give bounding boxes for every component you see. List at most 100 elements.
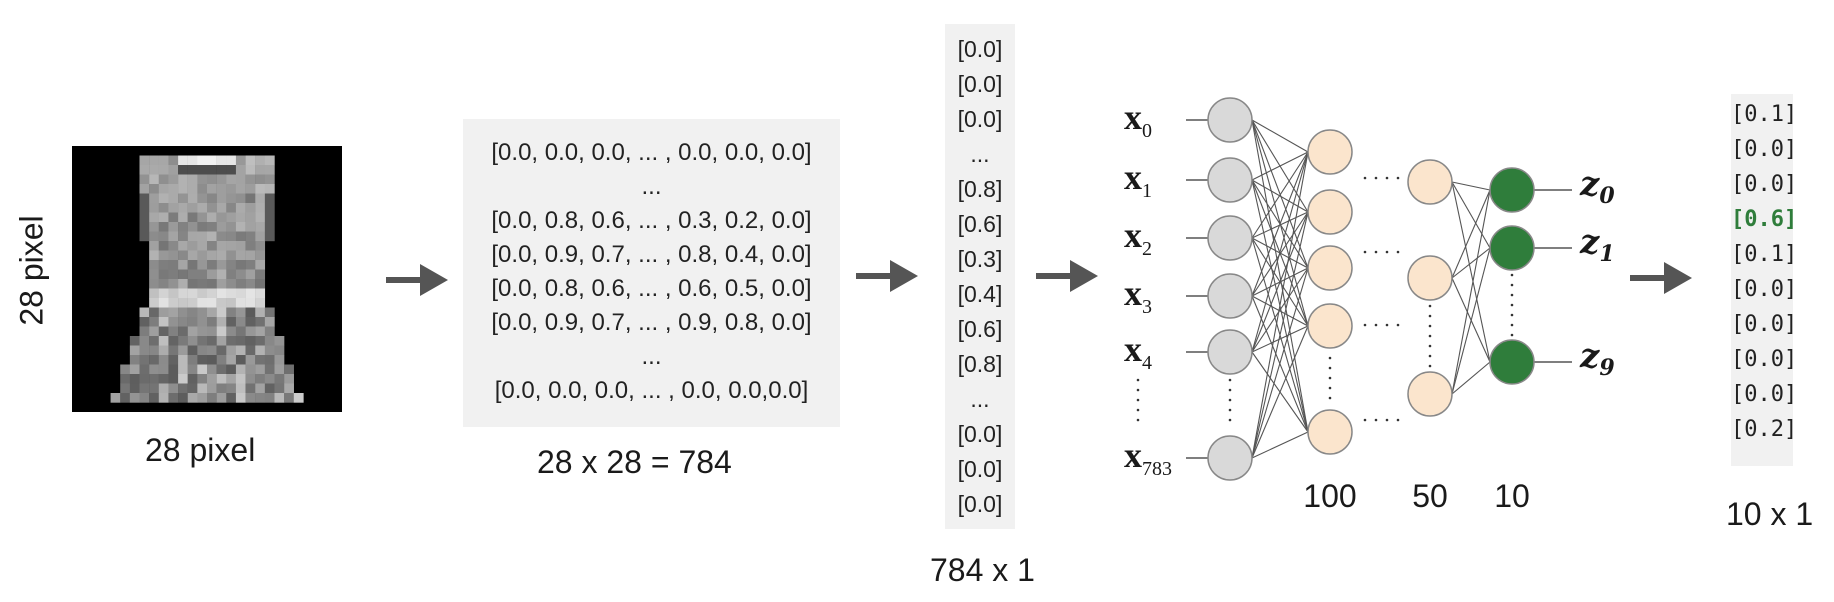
output-caption: 10 x 1 (1726, 496, 1814, 532)
vector-entry: [0.0] (957, 421, 1003, 447)
matrix-row: [0.0, 0.9, 0.7, ... , 0.9, 0.8, 0.0] (491, 309, 812, 336)
ellipsis-dot (1428, 304, 1432, 308)
ellipsis-dot (1374, 250, 1378, 254)
ellipsis-dot (1385, 176, 1389, 180)
hidden-node (1307, 409, 1353, 455)
output-entry: [0.0] (1731, 172, 1798, 197)
ellipsis-row: ... (641, 173, 662, 200)
connection-edge (1251, 431, 1309, 459)
ellipsis-dot (1385, 250, 1389, 254)
ellipsis-dot (1363, 250, 1367, 254)
ellipsis-dot (1328, 356, 1332, 360)
connection-edge (1451, 247, 1491, 395)
connection-edge (1251, 325, 1309, 353)
input-node (1207, 329, 1253, 375)
matrix-caption: 28 x 28 = 784 (537, 444, 732, 480)
connection-edge (1251, 211, 1309, 459)
arrow-right-icon (1036, 258, 1100, 294)
ellipsis-dot (1510, 333, 1514, 337)
input-node (1207, 97, 1253, 143)
input-node (1207, 435, 1253, 481)
ellipsis-dot (1510, 323, 1514, 327)
connection-edge (1451, 181, 1491, 363)
output-label: z1 (1580, 222, 1615, 267)
arrow-right-icon (386, 262, 450, 298)
connection-edge (1251, 151, 1309, 297)
ellipsis-dot (1385, 323, 1389, 327)
ellipsis-dot (1428, 354, 1432, 358)
hidden-node (1307, 303, 1353, 349)
ellipsis-dot (1510, 273, 1514, 277)
connection-edge (1251, 151, 1309, 353)
ellipsis-dot (1510, 283, 1514, 287)
connection-edge (1251, 295, 1309, 327)
image-width-label: 28 pixel (145, 432, 256, 468)
pixel-matrix: [0.0, 0.0, 0.0, ... , 0.0, 0.0, 0.0]... [… (463, 119, 840, 427)
ellipsis-dot (1510, 313, 1514, 317)
ellipsis-dot (1396, 418, 1400, 422)
hidden-node (1407, 371, 1453, 417)
ellipsis-dot (1328, 396, 1332, 400)
arrow-right-icon (856, 258, 920, 294)
output-entry: [0.1] (1731, 242, 1798, 267)
network-graph (1136, 97, 1572, 481)
connection-edge (1251, 267, 1309, 353)
ellipsis-dot (1328, 366, 1332, 370)
connection-edge (1251, 267, 1309, 459)
ellipsis-dot (1396, 250, 1400, 254)
vector-entry: [0.8] (957, 176, 1003, 202)
vector-entry: [0.6] (957, 316, 1003, 342)
output-node (1489, 167, 1535, 213)
ellipsis-dot (1428, 314, 1432, 318)
output-entry: [0.0] (1731, 347, 1798, 372)
connection-edge (1451, 361, 1491, 395)
input-label: x3 (1124, 273, 1152, 319)
connection-edge (1251, 119, 1309, 153)
ellipsis-dot (1228, 378, 1232, 382)
output-node (1489, 225, 1535, 271)
connection-edge (1251, 119, 1309, 433)
vector-caption: 784 x 1 (930, 552, 1035, 588)
ellipsis-dot (1510, 293, 1514, 297)
ellipsis-dot (1396, 176, 1400, 180)
vector-entry: [0.0] (957, 36, 1003, 62)
input-node (1207, 215, 1253, 261)
ellipsis-dot (1374, 176, 1378, 180)
layer-size-label: 10 (1494, 478, 1530, 514)
ellipsis-dot (1363, 323, 1367, 327)
ellipsis-dot (1363, 418, 1367, 422)
connection-edge (1251, 325, 1309, 459)
input-label: x783 (1124, 435, 1172, 481)
dress-pixel-image (72, 146, 342, 412)
ellipsis-dot (1136, 408, 1140, 412)
ellipsis-dot (1385, 418, 1389, 422)
ellipsis-dot (1228, 418, 1232, 422)
output-entry: [0.0] (1731, 277, 1798, 302)
output-entry: [0.2] (1731, 417, 1798, 442)
ellipsis-dot (1428, 324, 1432, 328)
input-node (1207, 273, 1253, 319)
vector-entry: [0.3] (957, 246, 1003, 272)
input-label: x4 (1124, 329, 1152, 375)
ellipsis-dot (1374, 323, 1378, 327)
ellipsis-dot (1328, 376, 1332, 380)
ellipsis-dot (1136, 378, 1140, 382)
hidden-node (1307, 129, 1353, 175)
connection-edge (1451, 181, 1491, 249)
ellipsis-dot (1428, 334, 1432, 338)
ellipsis-dot (1136, 388, 1140, 392)
connection-edge (1451, 247, 1491, 279)
output-entry: [0.1] (1731, 102, 1798, 127)
connection-edge (1451, 189, 1491, 279)
ellipsis-dot (1228, 388, 1232, 392)
vector-entry: [0.8] (957, 351, 1003, 377)
vector-entry: [0.0] (957, 491, 1003, 517)
ellipsis-dot (1228, 398, 1232, 402)
ellipsis-row: ... (641, 343, 662, 370)
vector-entry: [0.0] (957, 106, 1003, 132)
hidden-node (1407, 255, 1453, 301)
matrix-row: [0.0, 0.9, 0.7, ... , 0.8, 0.4, 0.0] (491, 241, 812, 268)
ellipsis-row: ... (970, 141, 990, 167)
output-node (1489, 339, 1535, 385)
vector-entry: [0.4] (957, 281, 1003, 307)
